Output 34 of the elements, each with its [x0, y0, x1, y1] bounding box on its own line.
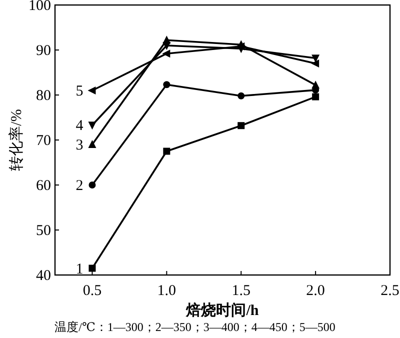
text: 温度/℃：1—300；2—350；3—400；4—450；5—500: [54, 320, 336, 334]
series-label: 4: [76, 118, 84, 134]
point: [238, 122, 245, 130]
point: [88, 122, 96, 130]
y-tick-label: 40: [36, 268, 51, 284]
point: [88, 182, 96, 188]
point: [163, 81, 170, 88]
y-tick-label: 80: [36, 88, 51, 104]
point: [312, 80, 320, 89]
point: [162, 50, 170, 58]
point: [238, 92, 245, 100]
series-label: 1: [76, 261, 84, 278]
series-label: 5: [76, 84, 84, 100]
y-tick-label: 90: [36, 43, 51, 59]
point: [162, 42, 171, 50]
x-tick-label: 0.5: [82, 283, 102, 299]
x-tick-label: 2.0: [306, 283, 325, 299]
series-label: 3: [76, 138, 84, 154]
point: [88, 264, 96, 272]
y-axis-title: 转化率/%: [8, 109, 25, 171]
point: [88, 86, 96, 94]
x-axis-title: 焙烧时间/h: [185, 302, 260, 319]
y-tick-label: 50: [36, 223, 51, 239]
series-label: 2: [76, 178, 84, 194]
point: [163, 148, 170, 155]
x-tick-label: 1.0: [157, 283, 176, 299]
x-tick-label: 2.5: [380, 283, 400, 299]
point: [311, 60, 320, 68]
y-tick-label: 100: [28, 0, 51, 14]
x-tick-label: 1.5: [232, 283, 250, 299]
y-tick-label: 60: [36, 178, 51, 194]
y-tick-label: 70: [36, 133, 51, 149]
point: [312, 93, 320, 100]
point: [88, 140, 96, 148]
